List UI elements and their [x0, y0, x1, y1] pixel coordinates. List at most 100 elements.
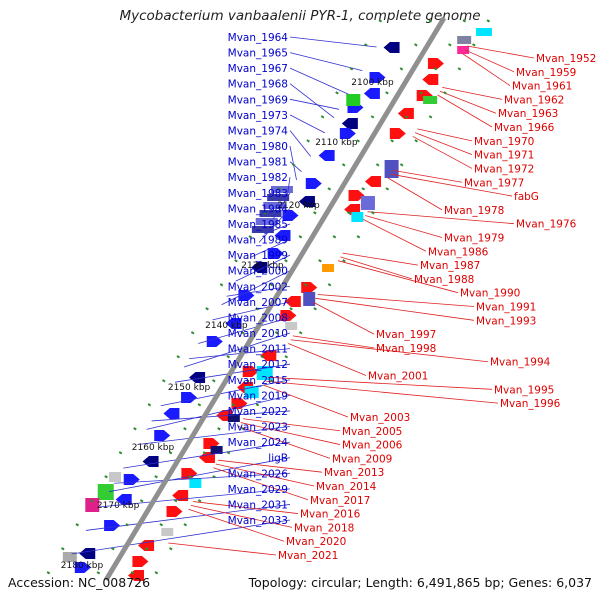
left-leader-line	[289, 36, 377, 48]
right-leader-line	[213, 467, 309, 501]
left-leader-line	[289, 161, 302, 172]
right-leader-line	[367, 211, 515, 225]
right-gene-label: Mvan_1979	[444, 232, 504, 244]
right-gene-label: Mvan_2003	[350, 412, 410, 424]
left-leader-line	[109, 457, 291, 493]
right-gene-label: Mvan_2018	[294, 522, 354, 534]
right-gene-label: Mvan_1987	[420, 260, 480, 272]
gene-glyph	[298, 196, 315, 207]
right-gene-label: Mvan_2013	[324, 467, 384, 479]
gene-glyph	[123, 474, 140, 485]
gene-glyph	[242, 366, 259, 377]
right-gene-label: Mvan_1997	[376, 329, 436, 341]
right-gene-label: Mvan_1966	[494, 122, 555, 134]
right-gene-label: Mvan_1978	[444, 205, 504, 217]
gene-glyph	[270, 186, 293, 193]
right-gene-label: Mvan_2017	[310, 495, 370, 507]
left-leader-line	[71, 519, 291, 555]
left-leader-line	[146, 394, 291, 430]
right-leader-line	[215, 463, 315, 487]
right-gene-label: Mvan_1990	[460, 288, 520, 300]
right-leader-line	[290, 339, 489, 363]
gene-glyph	[227, 414, 240, 422]
gene-glyph	[172, 490, 189, 501]
right-gene-label: Mvan_2009	[332, 453, 392, 465]
right-leader-line	[417, 128, 473, 142]
gene-glyph	[284, 296, 301, 307]
gene-glyph	[108, 472, 121, 482]
left-leader-line	[289, 98, 340, 110]
right-gene-label: Mvan_1996	[500, 398, 561, 410]
left-gene-label: Mvan_2000	[228, 266, 288, 278]
right-gene-label: Mvan_1959	[516, 67, 576, 79]
gene-glyph	[267, 194, 290, 201]
gene-glyph	[251, 262, 268, 273]
gene-glyph	[369, 72, 386, 83]
scale-tick-label: 2150 kbp	[168, 383, 211, 393]
left-gene-label: Mvan_2019	[228, 390, 288, 402]
left-gene-label: Mvan_1969	[228, 94, 288, 106]
right-gene-label: Mvan_2006	[342, 440, 403, 452]
gene-glyph	[274, 230, 291, 241]
left-gene-label: Mvan_2026	[228, 468, 289, 480]
right-leader-line	[188, 508, 285, 542]
left-gene-label: Mvan_1974	[228, 125, 289, 137]
right-leader-line	[439, 90, 497, 114]
scale-tick-label: 2170 kbp	[97, 501, 140, 511]
genome-summary-text: Topology: circular; Length: 6,491,865 bp…	[248, 575, 592, 590]
gene-glyph	[383, 42, 400, 53]
gene-glyph	[181, 392, 198, 403]
gene-glyph	[161, 528, 174, 536]
right-leader-line	[240, 422, 341, 445]
left-gene-label: Mvan_2011	[228, 344, 288, 356]
gene-glyph	[263, 202, 286, 209]
scale-tick-label: 2130 kbp	[241, 261, 284, 271]
gene-glyph	[423, 96, 438, 104]
gene-glyph	[74, 562, 91, 573]
right-gene-label: Mvan_1993	[476, 315, 536, 327]
left-gene-label: Mvan_1968	[228, 79, 288, 91]
right-gene-label: Mvan_1995	[494, 384, 554, 396]
gene-glyph	[85, 498, 100, 512]
left-gene-label: Mvan_1982	[228, 172, 288, 184]
scale-tick-label: 2180 kbp	[61, 561, 104, 571]
gene-glyph	[97, 484, 114, 500]
left-gene-label: Mvan_1983	[228, 188, 288, 200]
left-leader-line	[183, 332, 291, 368]
gene-glyph	[360, 196, 375, 210]
right-gene-label: Mvan_2021	[278, 550, 338, 562]
gene-glyph	[251, 226, 274, 233]
gene-glyph	[427, 58, 444, 69]
right-gene-label: Mvan_2001	[368, 371, 428, 383]
gene-glyph	[142, 456, 159, 467]
left-gene-label: Mvan_2023	[228, 422, 288, 434]
left-gene-label: Mvan_2031	[228, 499, 288, 511]
gene-label-layer: Mvan_1964 Mvan_1965 Mvan_1967 Mvan_1968 Mvan…	[228, 32, 597, 562]
gene-glyph	[132, 556, 149, 567]
right-leader-line	[190, 504, 293, 528]
right-gene-label: Mvan_2020	[286, 536, 346, 548]
left-leader-line	[289, 145, 297, 181]
left-leader-line	[289, 114, 326, 134]
right-leader-line	[292, 335, 375, 349]
right-leader-line	[337, 260, 459, 294]
scale-tick-label: 2120 kbp	[277, 201, 320, 211]
right-leader-line	[387, 177, 443, 211]
left-leader-line	[289, 52, 363, 71]
gene-glyph	[189, 478, 202, 488]
right-leader-line	[265, 380, 499, 404]
gene-glyph	[384, 160, 399, 178]
right-leader-line	[317, 294, 475, 307]
left-leader-line	[272, 192, 291, 220]
right-leader-line	[238, 425, 331, 459]
gene-glyph	[79, 548, 96, 559]
gene-glyph	[267, 248, 284, 259]
right-leader-line	[442, 87, 503, 100]
right-gene-label: Mvan_1962	[504, 94, 564, 106]
left-gene-label: Mvan_1967	[228, 63, 288, 75]
gene-glyph	[259, 210, 282, 217]
right-leader-line	[462, 53, 511, 86]
right-leader-line	[242, 418, 341, 432]
left-gene-label: Mvan_1964	[228, 32, 289, 44]
